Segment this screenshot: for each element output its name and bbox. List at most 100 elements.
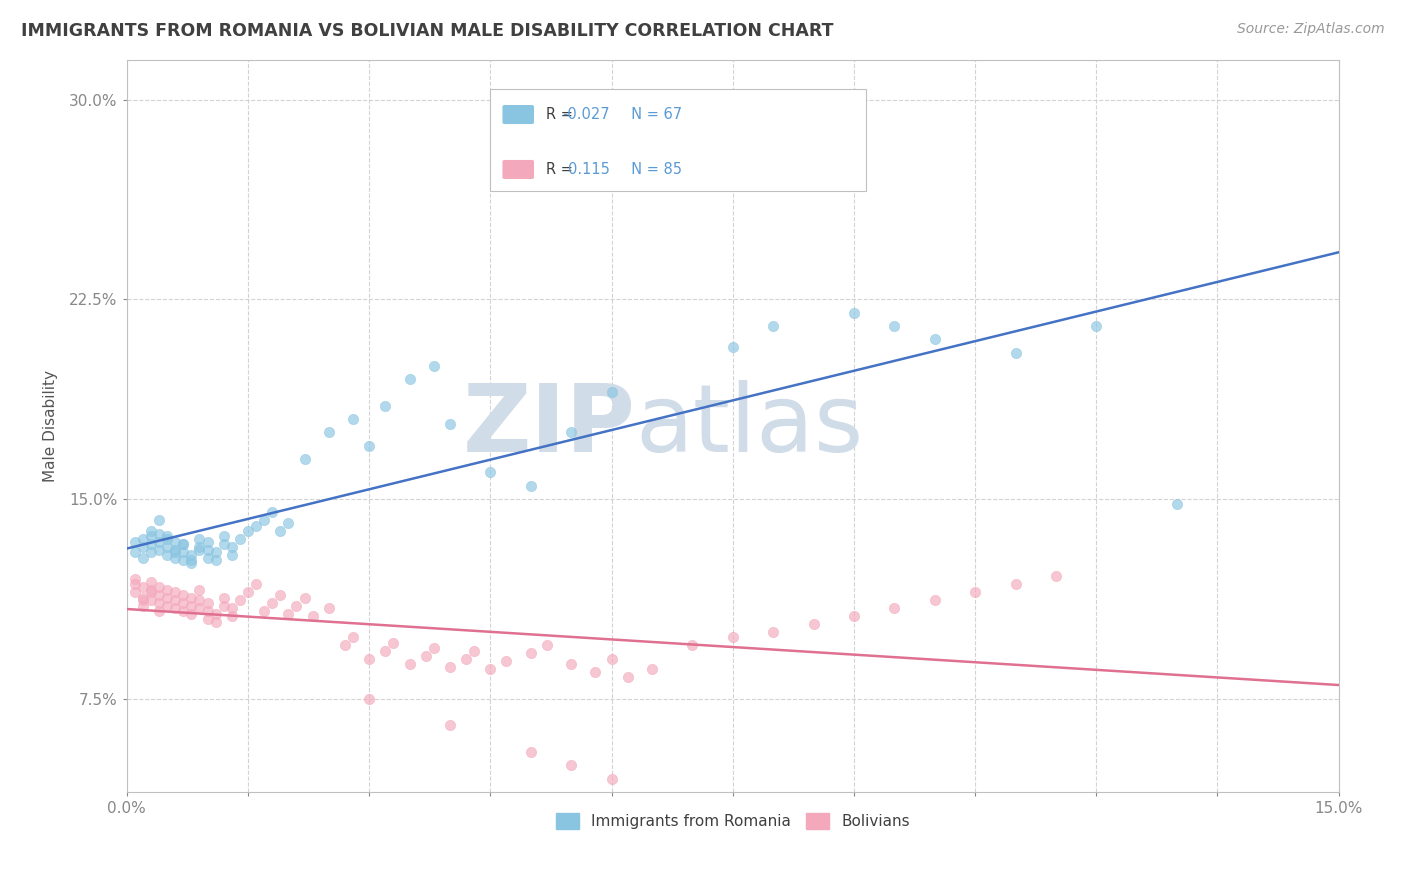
Point	[1004, 345, 1026, 359]
Text: atlas: atlas	[636, 380, 865, 472]
Point	[463, 644, 485, 658]
FancyBboxPatch shape	[502, 160, 534, 179]
Point	[197, 612, 219, 626]
Point	[536, 639, 558, 653]
FancyBboxPatch shape	[491, 89, 866, 192]
Point	[148, 596, 170, 610]
Point	[124, 534, 146, 549]
Point	[148, 604, 170, 618]
Point	[301, 609, 323, 624]
Point	[359, 691, 381, 706]
Point	[762, 318, 785, 333]
Point	[359, 439, 381, 453]
Point	[423, 641, 446, 656]
Point	[132, 540, 155, 554]
Point	[560, 657, 582, 672]
Point	[139, 537, 162, 551]
Point	[439, 718, 461, 732]
Point	[415, 649, 437, 664]
Point	[600, 772, 623, 786]
Point	[165, 545, 187, 559]
Point	[172, 588, 194, 602]
Point	[197, 542, 219, 557]
Point	[269, 588, 291, 602]
Point	[180, 548, 202, 562]
Point	[132, 599, 155, 613]
Point	[156, 532, 179, 546]
Point	[519, 745, 541, 759]
Point	[1004, 577, 1026, 591]
Point	[924, 332, 946, 346]
Point	[229, 532, 252, 546]
Point	[165, 550, 187, 565]
Point	[132, 550, 155, 565]
Point	[721, 340, 744, 354]
Point	[188, 532, 211, 546]
Point	[262, 505, 284, 519]
Point	[165, 542, 187, 557]
Point	[197, 604, 219, 618]
Point	[600, 652, 623, 666]
Point	[342, 412, 364, 426]
Point	[197, 596, 219, 610]
Text: ZIP: ZIP	[463, 380, 636, 472]
Point	[439, 417, 461, 432]
Point	[204, 545, 226, 559]
Point	[139, 593, 162, 607]
Text: -0.027: -0.027	[562, 107, 610, 122]
Point	[172, 545, 194, 559]
Point	[180, 607, 202, 621]
Point	[148, 526, 170, 541]
Point	[398, 372, 420, 386]
Point	[333, 639, 356, 653]
Point	[519, 479, 541, 493]
Point	[124, 545, 146, 559]
Point	[721, 631, 744, 645]
Point	[148, 513, 170, 527]
Text: N = 85: N = 85	[623, 162, 682, 177]
Point	[285, 599, 308, 613]
Text: IMMIGRANTS FROM ROMANIA VS BOLIVIAN MALE DISABILITY CORRELATION CHART: IMMIGRANTS FROM ROMANIA VS BOLIVIAN MALE…	[21, 22, 834, 40]
Point	[560, 425, 582, 440]
Point	[456, 652, 478, 666]
Point	[172, 553, 194, 567]
Point	[318, 425, 340, 440]
Point	[156, 529, 179, 543]
Point	[1085, 318, 1108, 333]
Point	[156, 599, 179, 613]
Point	[479, 466, 502, 480]
Point	[277, 607, 299, 621]
Point	[583, 665, 606, 679]
Point	[197, 550, 219, 565]
FancyBboxPatch shape	[502, 105, 534, 124]
Point	[180, 556, 202, 570]
Point	[294, 452, 316, 467]
Point	[479, 663, 502, 677]
Y-axis label: Male Disability: Male Disability	[44, 370, 58, 482]
Point	[132, 591, 155, 605]
Point	[277, 516, 299, 530]
Point	[139, 524, 162, 538]
Point	[172, 604, 194, 618]
Point	[245, 577, 267, 591]
Point	[132, 532, 155, 546]
Point	[221, 601, 243, 615]
Point	[236, 524, 259, 538]
Point	[197, 534, 219, 549]
Point	[398, 657, 420, 672]
Point	[148, 580, 170, 594]
Point	[132, 580, 155, 594]
Point	[269, 524, 291, 538]
Point	[124, 585, 146, 599]
Point	[229, 593, 252, 607]
Point	[924, 593, 946, 607]
Point	[221, 609, 243, 624]
Point	[600, 385, 623, 400]
Point	[803, 617, 825, 632]
Point	[883, 318, 905, 333]
Point	[148, 588, 170, 602]
Point	[132, 593, 155, 607]
Point	[382, 636, 405, 650]
Point	[212, 537, 235, 551]
Point	[172, 537, 194, 551]
